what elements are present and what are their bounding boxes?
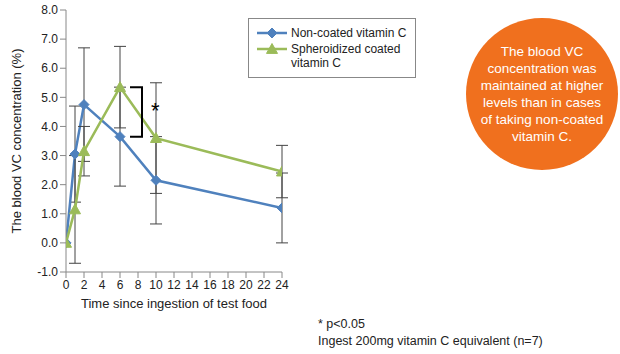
svg-text:10: 10 [149, 278, 163, 292]
svg-text:*: * [151, 98, 160, 123]
html-text:The blood VC concentration was: The blood VC concentration was maintaine… [480, 44, 604, 144]
svg-text:0.0: 0.0 [41, 236, 58, 250]
svg-text:8: 8 [135, 278, 142, 292]
html-text:* p<0.05: * p<0.05 [318, 317, 365, 331]
svg-text:5.0: 5.0 [41, 91, 58, 105]
svg-text:4: 4 [99, 278, 106, 292]
svg-text:4.0: 4.0 [41, 120, 58, 134]
svg-text:7.0: 7.0 [41, 32, 58, 46]
svg-text:1.0: 1.0 [41, 207, 58, 221]
html-text:Spheroidized coated vitamin C: Spheroidized coated vitamin C [291, 42, 401, 70]
svg-text:14: 14 [185, 278, 199, 292]
svg-text:22: 22 [257, 278, 271, 292]
svg-text:2.0: 2.0 [41, 178, 58, 192]
svg-text:Time since ingestion of test f: Time since ingestion of test food [81, 296, 267, 311]
svg-text:8.0: 8.0 [41, 3, 58, 17]
svg-text:24: 24 [275, 278, 289, 292]
svg-text:12: 12 [167, 278, 181, 292]
svg-text:6: 6 [117, 278, 124, 292]
svg-text:3.0: 3.0 [41, 149, 58, 163]
svg-text:16: 16 [203, 278, 217, 292]
html-text:Non-coated vitamin C: Non-coated vitamin C [291, 26, 407, 40]
svg-text:The blood VC concentration (%): The blood VC concentration (%) [9, 49, 24, 234]
svg-text:0: 0 [63, 278, 70, 292]
html-text:Ingest 200mg vitamin C equival: Ingest 200mg vitamin C equivalent (n=7) [318, 334, 543, 348]
svg-text:20: 20 [239, 278, 253, 292]
svg-text:-1.0: -1.0 [37, 265, 58, 279]
svg-text:6.0: 6.0 [41, 61, 58, 75]
svg-text:2: 2 [81, 278, 88, 292]
svg-text:18: 18 [221, 278, 235, 292]
